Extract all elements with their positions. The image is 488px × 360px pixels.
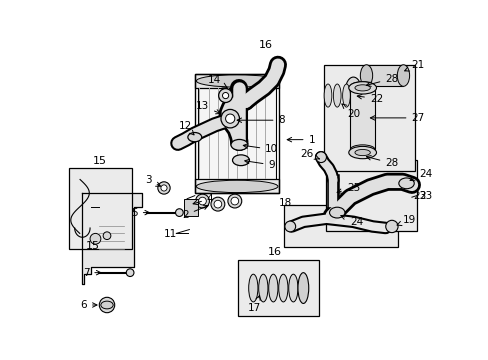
Ellipse shape xyxy=(230,139,247,150)
Text: 5: 5 xyxy=(131,208,149,217)
Circle shape xyxy=(218,89,232,103)
Bar xyxy=(183,199,198,216)
Bar xyxy=(366,65,403,86)
Circle shape xyxy=(198,197,206,205)
Text: 15: 15 xyxy=(93,156,107,166)
Circle shape xyxy=(161,185,167,191)
Text: 25: 25 xyxy=(336,183,359,193)
Circle shape xyxy=(227,194,241,208)
Text: 2: 2 xyxy=(182,205,208,220)
Ellipse shape xyxy=(196,75,277,87)
Text: 1: 1 xyxy=(286,135,314,145)
Ellipse shape xyxy=(268,274,277,302)
Ellipse shape xyxy=(248,274,257,302)
Text: 15: 15 xyxy=(85,242,99,252)
Circle shape xyxy=(222,93,228,99)
Bar xyxy=(194,74,279,193)
Ellipse shape xyxy=(354,149,369,156)
Ellipse shape xyxy=(297,273,308,303)
Circle shape xyxy=(214,200,221,208)
Circle shape xyxy=(195,194,209,208)
Ellipse shape xyxy=(101,301,113,309)
Ellipse shape xyxy=(258,274,267,302)
Text: 24: 24 xyxy=(340,215,363,227)
Circle shape xyxy=(385,220,397,233)
Circle shape xyxy=(230,197,238,205)
Circle shape xyxy=(103,232,111,239)
Circle shape xyxy=(175,209,183,216)
Bar xyxy=(194,180,279,193)
Ellipse shape xyxy=(396,65,409,86)
Text: 23: 23 xyxy=(413,191,426,201)
Ellipse shape xyxy=(196,180,277,193)
Text: 12: 12 xyxy=(179,121,194,135)
Text: 17: 17 xyxy=(248,296,261,313)
Text: 8: 8 xyxy=(237,115,285,125)
Polygon shape xyxy=(81,193,142,284)
Bar xyxy=(194,74,279,88)
Text: 6: 6 xyxy=(80,300,97,310)
Circle shape xyxy=(99,297,115,313)
Ellipse shape xyxy=(232,155,249,166)
Text: 16: 16 xyxy=(267,247,281,257)
Text: 10: 10 xyxy=(243,144,278,154)
Ellipse shape xyxy=(360,65,372,86)
Text: 23: 23 xyxy=(419,191,432,201)
Text: 24: 24 xyxy=(409,169,431,181)
Text: 20: 20 xyxy=(341,104,359,119)
Bar xyxy=(324,65,414,171)
Text: 26: 26 xyxy=(300,149,319,159)
Ellipse shape xyxy=(288,274,297,302)
Ellipse shape xyxy=(329,207,344,218)
Circle shape xyxy=(126,269,134,276)
Text: 19: 19 xyxy=(396,215,415,226)
Circle shape xyxy=(90,233,101,244)
Circle shape xyxy=(225,114,234,123)
Text: 28: 28 xyxy=(366,73,398,86)
Ellipse shape xyxy=(278,274,287,302)
Ellipse shape xyxy=(349,145,374,154)
Circle shape xyxy=(221,109,239,128)
Text: 11: 11 xyxy=(163,229,177,239)
Bar xyxy=(349,86,374,149)
Bar xyxy=(198,86,276,181)
Text: 14: 14 xyxy=(208,75,226,87)
Ellipse shape xyxy=(333,84,341,107)
Text: 28: 28 xyxy=(366,156,398,168)
Circle shape xyxy=(158,182,170,194)
Bar xyxy=(238,260,318,316)
Ellipse shape xyxy=(351,84,359,107)
Text: 27: 27 xyxy=(369,113,424,123)
Bar xyxy=(325,160,416,231)
Ellipse shape xyxy=(342,84,349,107)
Ellipse shape xyxy=(348,82,376,94)
Ellipse shape xyxy=(324,84,331,107)
Ellipse shape xyxy=(398,178,413,189)
Circle shape xyxy=(210,197,224,211)
Ellipse shape xyxy=(345,77,360,102)
Text: 7: 7 xyxy=(82,267,101,278)
Text: 21: 21 xyxy=(404,60,424,71)
Ellipse shape xyxy=(354,85,369,91)
Ellipse shape xyxy=(348,147,376,159)
Ellipse shape xyxy=(349,82,374,91)
Text: 4: 4 xyxy=(193,194,213,205)
Ellipse shape xyxy=(187,132,202,142)
Text: 3: 3 xyxy=(145,175,160,186)
Bar xyxy=(68,168,131,249)
Text: 22: 22 xyxy=(357,94,383,104)
Text: 9: 9 xyxy=(244,159,275,170)
Text: 13: 13 xyxy=(196,101,220,114)
Circle shape xyxy=(285,221,295,232)
Bar xyxy=(284,205,397,247)
Text: 16: 16 xyxy=(258,40,272,50)
Circle shape xyxy=(315,152,326,163)
Text: 18: 18 xyxy=(279,198,292,208)
